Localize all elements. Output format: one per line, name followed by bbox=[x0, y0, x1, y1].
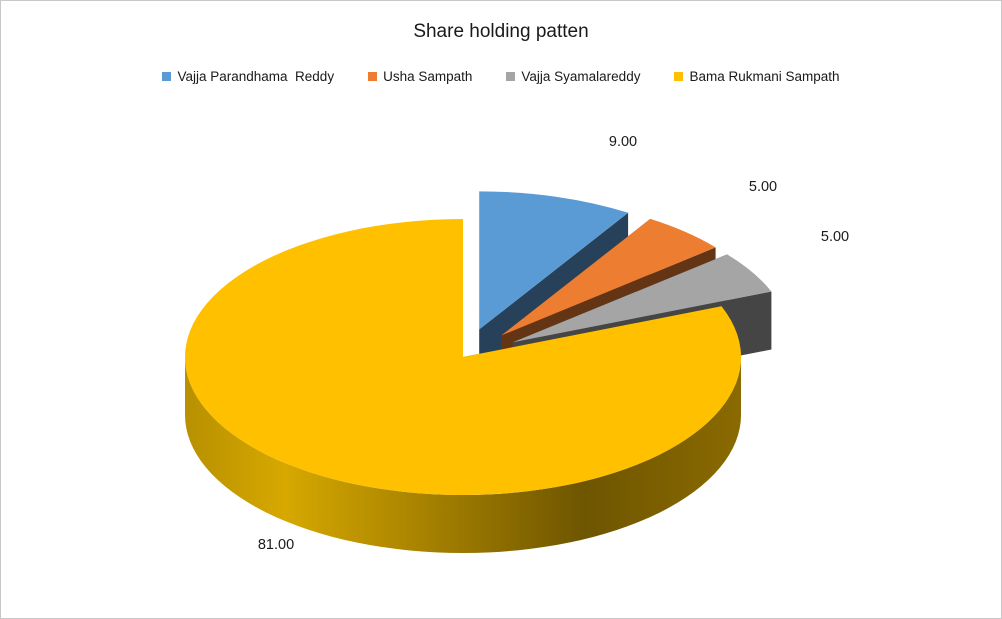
data-label-1: 5.00 bbox=[749, 179, 777, 195]
legend-label: Bama Rukmani Sampath bbox=[689, 69, 840, 84]
legend-item-vajja-parandhama-reddy: Vajja Parandhama Reddy bbox=[162, 69, 334, 84]
data-label-0: 9.00 bbox=[609, 134, 637, 150]
legend-item-bama-rukmani-sampath: Bama Rukmani Sampath bbox=[674, 69, 840, 84]
data-label-2: 5.00 bbox=[821, 229, 849, 245]
pie-slice-3 bbox=[185, 219, 742, 553]
legend-item-usha-sampath: Usha Sampath bbox=[368, 69, 472, 84]
legend-item-vajja-syamalareddy: Vajja Syamalareddy bbox=[506, 69, 640, 84]
data-label-3: 81.00 bbox=[258, 537, 294, 553]
chart-title: Share holding patten bbox=[413, 21, 589, 42]
legend-swatch bbox=[506, 72, 516, 81]
legend: Vajja Parandhama Reddy Usha Sampath Vajj… bbox=[1, 69, 1001, 84]
legend-swatch bbox=[162, 72, 172, 81]
legend-swatch bbox=[368, 72, 378, 81]
legend-label: Vajja Parandhama Reddy bbox=[177, 69, 335, 84]
legend-swatch bbox=[674, 72, 684, 81]
legend-label: Vajja Syamalareddy bbox=[521, 69, 641, 84]
legend-label: Usha Sampath bbox=[383, 69, 473, 84]
